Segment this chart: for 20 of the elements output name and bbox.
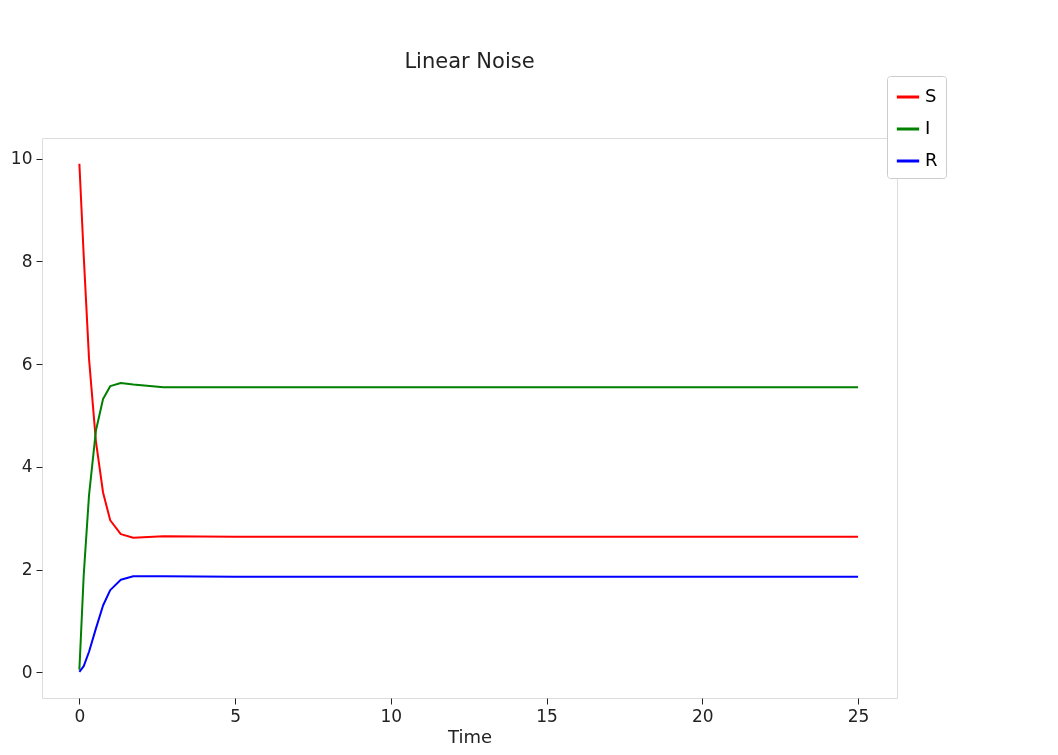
line-series bbox=[78, 162, 860, 539]
line-series bbox=[78, 382, 860, 671]
line-series bbox=[78, 575, 860, 673]
y-tick-label: 4 bbox=[21, 456, 33, 477]
x-tick-label: 5 bbox=[230, 705, 242, 726]
legend-label: S bbox=[925, 85, 937, 106]
y-tick-label: 6 bbox=[21, 353, 33, 374]
y-tick-label: 0 bbox=[21, 661, 33, 682]
legend-label: I bbox=[925, 117, 931, 138]
x-tick-label: 10 bbox=[380, 705, 403, 726]
x-tick-label: 15 bbox=[536, 705, 558, 726]
y-tick-label: 2 bbox=[21, 559, 33, 580]
chart-title: Linear Noise bbox=[404, 48, 535, 73]
y-tick-label: 10 bbox=[10, 148, 33, 169]
x-axis-title: Time bbox=[446, 725, 493, 747]
x-tick-label: 20 bbox=[692, 705, 714, 726]
legend-label: R bbox=[925, 149, 938, 170]
y-tick-label: 8 bbox=[21, 250, 33, 271]
x-tick-label: 25 bbox=[847, 705, 870, 726]
x-tick-label: 0 bbox=[74, 705, 86, 726]
